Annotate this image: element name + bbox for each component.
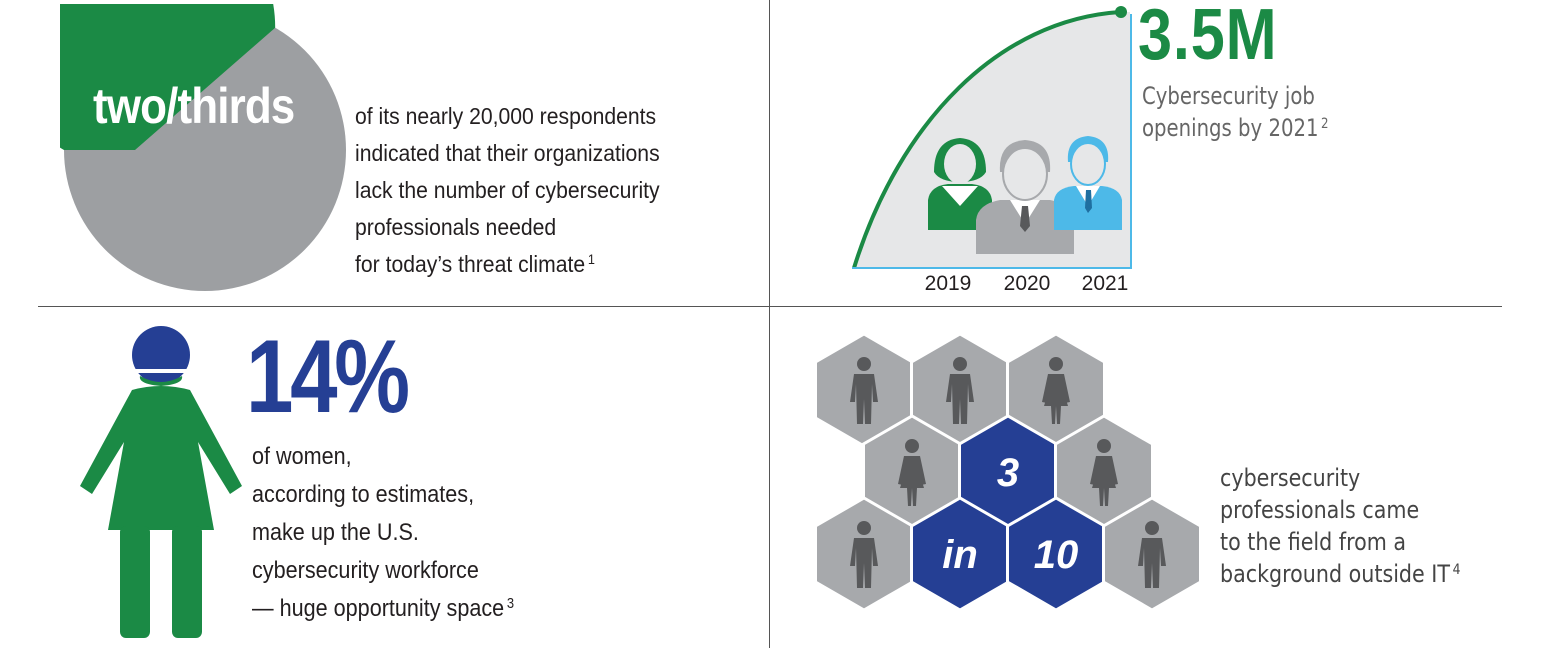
year-label: 2021 xyxy=(1082,272,1129,295)
caption-line: professionals came xyxy=(1220,496,1420,524)
hexagon-label: 10 xyxy=(1034,533,1079,577)
caption-line: of women, xyxy=(252,443,352,470)
horizontal-divider xyxy=(38,306,1502,307)
hexagon-label: 3 xyxy=(997,451,1019,495)
caption-line: — huge opportunity space 3 xyxy=(252,595,515,622)
woman-icon xyxy=(80,326,242,638)
growth-curve xyxy=(852,10,1121,269)
caption-line: of its nearly 20,000 respondents xyxy=(355,103,657,129)
hexagon-label: in xyxy=(942,533,978,577)
year-label: 2020 xyxy=(1004,272,1051,295)
caption-line: professionals needed xyxy=(355,214,557,240)
caption-line: for today’s threat climate 1 xyxy=(355,251,595,277)
woman-icon xyxy=(928,138,992,230)
caption-line: according to estimates, xyxy=(252,481,475,508)
caption-line: background outside IT 4 xyxy=(1220,560,1461,588)
women-caption: of women, according to estimates, make u… xyxy=(252,438,630,628)
job-openings-stat: 3.5M xyxy=(1138,0,1278,75)
man-icon xyxy=(976,140,1074,254)
women-stat: 14% xyxy=(246,319,410,435)
caption-line: cybersecurity xyxy=(1220,464,1361,492)
caption-line: to the field from a xyxy=(1220,528,1407,556)
caption-line: Cybersecurity job xyxy=(1142,82,1315,110)
caption-line: cybersecurity workforce xyxy=(252,557,479,584)
caption-line: lack the number of cybersecurity xyxy=(355,177,660,203)
growth-curve-endpoint xyxy=(1115,6,1127,18)
footnote-marker: 4 xyxy=(1452,562,1461,579)
footnote-marker: 3 xyxy=(506,596,515,613)
caption-line: make up the U.S. xyxy=(252,519,419,546)
pie-green-slice xyxy=(60,4,276,150)
footnote-marker: 1 xyxy=(587,252,595,268)
footnote-marker: 2 xyxy=(1321,116,1329,133)
two-thirds-pie-chart xyxy=(60,4,346,291)
hexagon-grid: 3 in 10 xyxy=(814,332,1202,612)
man-icon xyxy=(1054,136,1122,230)
two-thirds-caption: of its nearly 20,000 respondents indicat… xyxy=(355,98,723,283)
job-openings-graphic: 2019 2020 2021 xyxy=(852,6,1132,295)
field-caption: cybersecurity professionals came to the … xyxy=(1220,462,1512,590)
caption-line: indicated that their organizations xyxy=(355,140,660,166)
vertical-divider xyxy=(769,0,770,648)
year-label: 2019 xyxy=(925,272,972,295)
caption-line: openings by 2021 2 xyxy=(1142,114,1329,142)
job-openings-caption: Cybersecurity job openings by 2021 2 xyxy=(1142,80,1388,144)
two-thirds-headline: two/thirds xyxy=(93,78,295,134)
